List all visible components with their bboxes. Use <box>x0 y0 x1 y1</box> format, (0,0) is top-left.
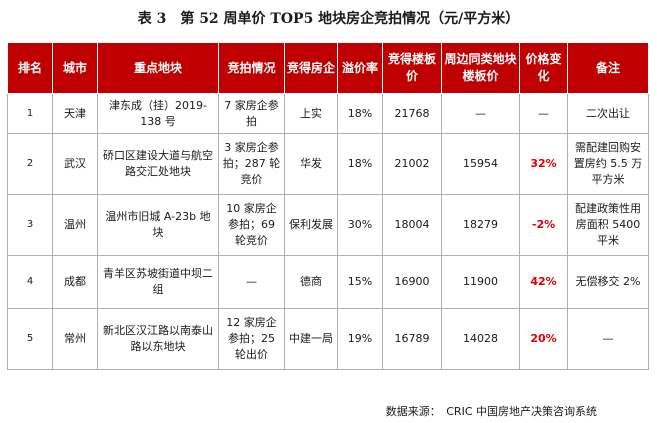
header-floor-price: 竞得楼板价 <box>382 42 442 94</box>
cell-plot: 津东成（挂）2019-138 号 <box>97 93 219 134</box>
table-row: 4 成都 青羊区苏坡街道中坝二组 — 德商 15% 16900 11900 42… <box>7 255 649 309</box>
cell-rank: 4 <box>7 255 53 309</box>
cell-city: 温州 <box>52 194 98 256</box>
cell-winner: 华发 <box>284 133 338 195</box>
header-city: 城市 <box>52 42 98 94</box>
cell-auction: 12 家房企参拍；25 轮出价 <box>218 308 285 370</box>
table-row: 1 天津 津东成（挂）2019-138 号 7 家房企参拍 上实 18% 217… <box>7 93 649 134</box>
cell-premium: 18% <box>337 93 383 134</box>
header-price-change: 价格变化 <box>519 42 568 94</box>
cell-auction: — <box>218 255 285 309</box>
cell-nearby-price: 15954 <box>441 133 520 195</box>
cell-city: 武汉 <box>52 133 98 195</box>
header-nearby-price: 周边同类地块楼板价 <box>441 42 520 94</box>
cell-rank: 3 <box>7 194 53 256</box>
table-row: 2 武汉 硚口区建设大道与航空路交汇处地块 3 家房企参拍；287 轮竞价 华发… <box>7 133 649 195</box>
cell-rank: 1 <box>7 93 53 134</box>
cell-notes: 配建政策性用房面积 5400 平米 <box>567 194 649 256</box>
cell-city: 天津 <box>52 93 98 134</box>
cell-notes: 二次出让 <box>567 93 649 134</box>
cell-price-change: -2% <box>519 194 568 256</box>
cell-nearby-price: 18279 <box>441 194 520 256</box>
header-rank: 排名 <box>7 42 53 94</box>
table-row: 3 温州 温州市旧城 A-23b 地块 10 家房企参拍；69 轮竞价 保利发展… <box>7 194 649 256</box>
header-winner: 竞得房企 <box>284 42 338 94</box>
cell-city: 常州 <box>52 308 98 370</box>
cell-auction: 10 家房企参拍；69 轮竞价 <box>218 194 285 256</box>
cell-floor-price: 21002 <box>382 133 442 195</box>
header-auction: 竞拍情况 <box>218 42 285 94</box>
cell-price-change: 20% <box>519 308 568 370</box>
cell-notes: 无偿移交 2% <box>567 255 649 309</box>
cell-plot: 硚口区建设大道与航空路交汇处地块 <box>97 133 219 195</box>
cell-floor-price: 16789 <box>382 308 442 370</box>
cell-nearby-price: — <box>441 93 520 134</box>
table-row: 5 常州 新北区汉江路以南泰山路以东地块 12 家房企参拍；25 轮出价 中建一… <box>7 308 649 370</box>
data-source-note: 数据来源： CRIC 中国房地产决策咨询系统 <box>385 405 597 418</box>
cell-price-change: — <box>519 93 568 134</box>
land-auction-table: 排名 城市 重点地块 竞拍情况 竞得房企 溢价率 竞得楼板价 周边同类地块楼板价… <box>7 42 649 370</box>
cell-city: 成都 <box>52 255 98 309</box>
cell-winner: 上实 <box>284 93 338 134</box>
cell-notes: 需配建回购安置房约 5.5 万平方米 <box>567 133 649 195</box>
cell-price-change: 32% <box>519 133 568 195</box>
cell-auction: 7 家房企参拍 <box>218 93 285 134</box>
cell-auction: 3 家房企参拍；287 轮竞价 <box>218 133 285 195</box>
cell-nearby-price: 14028 <box>441 308 520 370</box>
cell-price-change: 42% <box>519 255 568 309</box>
cell-rank: 2 <box>7 133 53 195</box>
cell-rank: 5 <box>7 308 53 370</box>
cell-floor-price: 18004 <box>382 194 442 256</box>
cell-plot: 温州市旧城 A-23b 地块 <box>97 194 219 256</box>
cell-winner: 保利发展 <box>284 194 338 256</box>
table-title: 表 3 第 52 周单价 TOP5 地块房企竞拍情况（元/平方米） <box>137 11 520 27</box>
header-notes: 备注 <box>567 42 649 94</box>
cell-winner: 德商 <box>284 255 338 309</box>
header-plot: 重点地块 <box>97 42 219 94</box>
cell-plot: 青羊区苏坡街道中坝二组 <box>97 255 219 309</box>
cell-plot: 新北区汉江路以南泰山路以东地块 <box>97 308 219 370</box>
cell-floor-price: 16900 <box>382 255 442 309</box>
cell-winner: 中建一局 <box>284 308 338 370</box>
header-premium: 溢价率 <box>337 42 383 94</box>
cell-premium: 19% <box>337 308 383 370</box>
cell-nearby-price: 11900 <box>441 255 520 309</box>
cell-premium: 30% <box>337 194 383 256</box>
table-header-row: 排名 城市 重点地块 竞拍情况 竞得房企 溢价率 竞得楼板价 周边同类地块楼板价… <box>7 42 649 94</box>
cell-premium: 15% <box>337 255 383 309</box>
cell-floor-price: 21768 <box>382 93 442 134</box>
cell-notes: — <box>567 308 649 370</box>
cell-premium: 18% <box>337 133 383 195</box>
